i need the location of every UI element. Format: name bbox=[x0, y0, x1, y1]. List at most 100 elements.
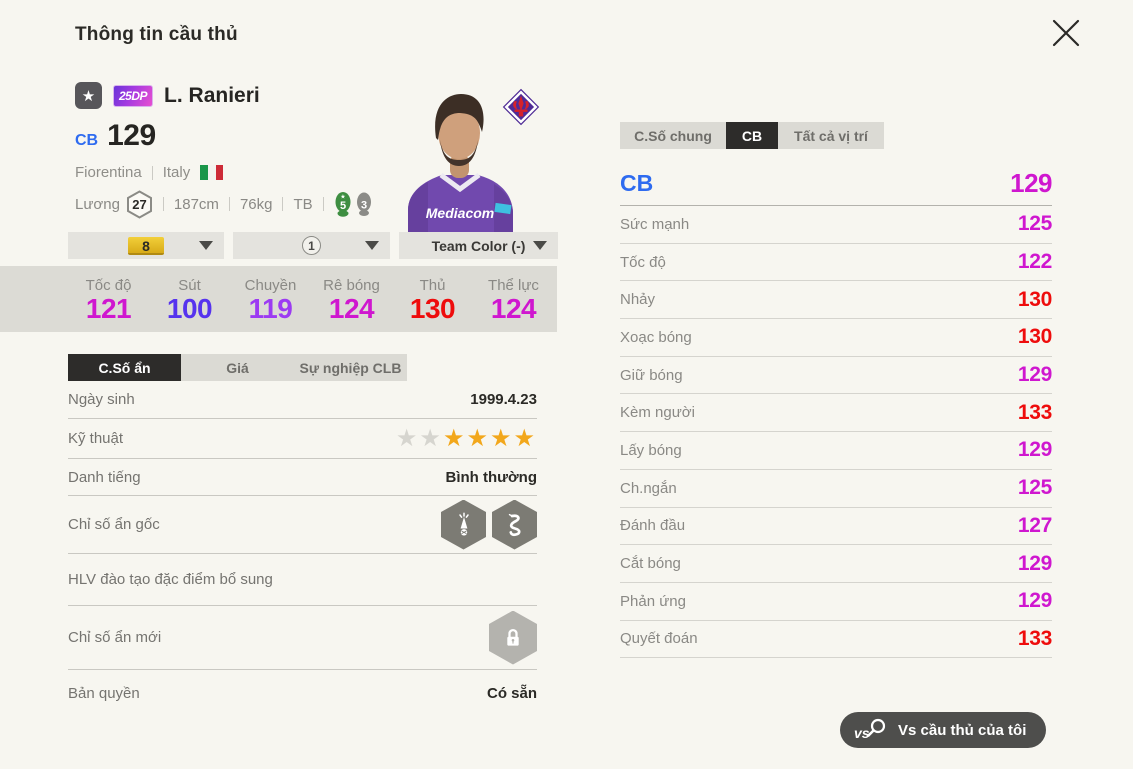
chevron-down-icon bbox=[365, 241, 379, 250]
body-type: TB bbox=[293, 195, 313, 213]
divider bbox=[322, 197, 324, 211]
compare-with-my-player-button[interactable]: vs Vs cầu thủ của tôi bbox=[840, 712, 1047, 748]
nation-name: Italy bbox=[162, 164, 191, 181]
club-nation-row: Fiorentina Italy bbox=[75, 164, 224, 181]
quick-stats-band: Tốc độ 121 Sút 100 Chuyền 119 Rê bóng 12… bbox=[0, 266, 557, 332]
position-label: CB bbox=[75, 132, 99, 149]
player-photo: Mediacom bbox=[408, 94, 513, 232]
close-button[interactable] bbox=[1046, 13, 1086, 53]
position-rating-header: CB 129 bbox=[620, 162, 1052, 206]
player-meta-row: Lương 27 187cm 76kg TB ★ 5 3 bbox=[75, 189, 373, 219]
serial-dropdown[interactable]: 1 bbox=[233, 232, 390, 259]
team-color-label: Team Color (-) bbox=[431, 237, 526, 254]
svg-text:Mediacom: Mediacom bbox=[426, 205, 494, 221]
quick-stat: Chuyền 119 bbox=[244, 276, 297, 324]
vs-search-icon: vs bbox=[854, 718, 886, 741]
hidden-origin-traits-row: Chỉ số ẩn gốc bbox=[68, 496, 537, 554]
right-tab-bar: C.Số chung CB Tất cả vị trí bbox=[620, 122, 884, 149]
salary-hexagon-badge: 27 bbox=[126, 189, 152, 219]
card-season-badge: 25DP bbox=[113, 84, 154, 107]
birth-date-row: Ngày sinh 1999.4.23 bbox=[68, 381, 537, 419]
team-color-dropdown[interactable]: Team Color (-) bbox=[399, 232, 558, 259]
position-rating-value: 129 bbox=[1010, 168, 1052, 198]
player-name: L. Ranieri bbox=[164, 83, 260, 107]
trait-icons-group bbox=[441, 499, 537, 550]
foot-ratings: ★ 5 3 bbox=[334, 191, 373, 217]
tab-hidden-stats[interactable]: C.Số ẩn bbox=[68, 354, 181, 381]
skill-stars: ★★★★★★ bbox=[395, 424, 537, 452]
player-weight: 76kg bbox=[239, 195, 273, 213]
left-foot-icon: ★ 5 bbox=[335, 192, 351, 217]
quick-stat: Sút 100 bbox=[166, 276, 213, 324]
position-name: CB bbox=[620, 170, 654, 196]
fame-value: Bình thường bbox=[445, 468, 537, 486]
upgrade-level-badge: 8 bbox=[128, 236, 164, 255]
compare-button-label: Vs cầu thủ của tôi bbox=[898, 721, 1027, 739]
fiorentina-logo bbox=[502, 88, 540, 126]
detail-stat-row: Giữ bóng 129 bbox=[620, 357, 1052, 395]
chevron-down-icon bbox=[533, 241, 547, 250]
birth-date-value: 1999.4.23 bbox=[470, 391, 537, 408]
italy-flag-icon bbox=[200, 165, 224, 180]
quick-stat: Thể lực 124 bbox=[488, 276, 539, 324]
divider bbox=[282, 197, 284, 211]
svg-text:5: 5 bbox=[340, 200, 346, 212]
overall-rating-row: CB 129 bbox=[75, 119, 156, 153]
license-row: Bản quyền Có sẵn bbox=[68, 684, 537, 702]
salary-label: Lương bbox=[75, 195, 120, 213]
beacon-trait-icon bbox=[441, 499, 486, 550]
filter-row: 8 1 Team Color (-) bbox=[68, 232, 558, 259]
left-tab-bar: C.Số ẩn Giá Sự nghiệp CLB bbox=[68, 354, 407, 381]
favorite-star-button[interactable]: ★ bbox=[75, 82, 102, 109]
detail-stats-list: Sức mạnh 125 Tốc độ 122 Nhảy 130 Xoạc bó… bbox=[620, 206, 1052, 659]
player-height: 187cm bbox=[173, 195, 219, 213]
svg-text:3: 3 bbox=[361, 200, 367, 212]
detail-stat-row: Lấy bóng 129 bbox=[620, 432, 1052, 470]
salary-group: Lương 27 bbox=[75, 189, 153, 219]
tab-position-stats[interactable]: CB bbox=[726, 122, 778, 149]
right-foot-icon: 3 bbox=[356, 192, 371, 216]
divider bbox=[151, 165, 153, 180]
serial-number-badge: 1 bbox=[302, 236, 321, 255]
detail-stat-row: Cắt bóng 129 bbox=[620, 545, 1052, 583]
cobra-trait-icon bbox=[492, 499, 537, 550]
chevron-down-icon bbox=[199, 241, 213, 250]
svg-text:vs: vs bbox=[854, 725, 870, 741]
quick-stat: Rê bóng 124 bbox=[323, 276, 380, 324]
lock-icon bbox=[489, 610, 537, 665]
detail-stat-row: Tốc độ 122 bbox=[620, 244, 1052, 282]
detail-stat-row: Phản ứng 129 bbox=[620, 583, 1052, 621]
detail-stat-row: Quyết đoán 133 bbox=[620, 621, 1052, 659]
player-header: ★ 25DP L. Ranieri bbox=[75, 82, 260, 109]
tab-price[interactable]: Giá bbox=[181, 354, 294, 381]
tab-general-stats[interactable]: C.Số chung bbox=[620, 122, 726, 149]
detail-stat-row: Nhảy 130 bbox=[620, 281, 1052, 320]
quick-stat: Tốc độ 121 bbox=[85, 276, 132, 324]
detail-stat-row: Ch.ngắn 125 bbox=[620, 470, 1052, 508]
hidden-info-table: Ngày sinh 1999.4.23 Kỹ thuật ★★★★★★ Danh… bbox=[68, 381, 537, 716]
star-filled-icons: ★★★★ bbox=[442, 424, 537, 452]
club-name: Fiorentina bbox=[75, 164, 142, 181]
divider bbox=[228, 197, 230, 211]
close-icon bbox=[1052, 19, 1080, 47]
upgrade-level-dropdown[interactable]: 8 bbox=[68, 232, 224, 259]
modal-title: Thông tin cầu thủ bbox=[75, 24, 238, 45]
overall-rating: 129 bbox=[107, 119, 156, 152]
svg-text:27: 27 bbox=[132, 197, 146, 212]
svg-text:★: ★ bbox=[340, 194, 345, 201]
coach-training-row: HLV đào tạo đặc điểm bổ sung bbox=[68, 554, 537, 606]
tab-club-career[interactable]: Sự nghiệp CLB bbox=[294, 354, 407, 381]
star-icon: ★ bbox=[81, 87, 96, 105]
fame-row: Danh tiếng Bình thường bbox=[68, 459, 537, 496]
divider bbox=[162, 197, 164, 211]
detail-stat-row: Sức mạnh 125 bbox=[620, 206, 1052, 244]
license-value: Có sẵn bbox=[486, 684, 537, 702]
hidden-new-traits-row: Chỉ số ẩn mới bbox=[68, 606, 537, 670]
detail-stat-row: Xoạc bóng 130 bbox=[620, 319, 1052, 357]
detail-stat-row: Kèm người 133 bbox=[620, 394, 1052, 433]
tab-all-positions[interactable]: Tất cả vị trí bbox=[778, 122, 884, 149]
star-empty-icons: ★★ bbox=[395, 424, 443, 452]
skill-moves-row: Kỹ thuật ★★★★★★ bbox=[68, 419, 537, 459]
detail-stat-row: Đánh đầu 127 bbox=[620, 508, 1052, 546]
